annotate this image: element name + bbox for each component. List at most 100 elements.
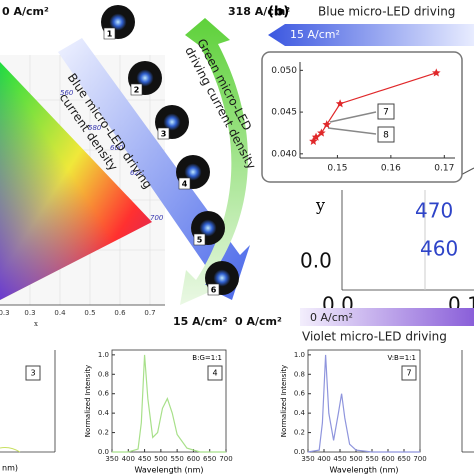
x-tick-label: 0.16: [381, 164, 401, 174]
x-tick-label: 450: [138, 455, 151, 463]
inset-tags: 7 8: [327, 103, 395, 143]
x-tick-label: 450: [333, 455, 346, 463]
current-label: 15 A/cm²: [173, 315, 228, 328]
partial-line: [0, 447, 21, 453]
x-axis-label: x: [34, 320, 38, 328]
x-tick-label: 700: [219, 455, 232, 463]
locus-label: 700: [150, 214, 164, 222]
led-tag-box: [157, 127, 170, 140]
tag-box: [377, 103, 395, 120]
led-tag-box: [207, 283, 220, 296]
locus-label: 620: [130, 169, 144, 177]
y-tick-label: 1.0: [98, 351, 109, 359]
x-tick-label: 400: [317, 455, 330, 463]
x-tick-label: 0.15: [327, 164, 347, 174]
green-arrow: [180, 18, 248, 305]
y-tick-label: 0.0: [98, 448, 109, 456]
locus-label: 580: [88, 124, 102, 132]
led-tag-box: [193, 233, 206, 246]
tag-arrow: [329, 111, 377, 123]
x-tick-label: 350: [105, 455, 118, 463]
marker: [335, 99, 345, 108]
x-tick-label: 500: [349, 455, 362, 463]
series-line: [112, 354, 226, 453]
locus-label: 600: [110, 144, 124, 152]
marker: [317, 128, 326, 137]
led-tag: 5: [197, 236, 203, 245]
y-axis-label: y: [315, 196, 325, 215]
x-tick-label: 0.5: [84, 309, 95, 317]
led-tag: 2: [134, 86, 140, 95]
led-images: 1 2 3 4 5 6: [101, 5, 239, 296]
wavelength-label: 470: [415, 199, 453, 223]
x-tick-label: 400: [122, 455, 135, 463]
x-axis-label: Wavelength (nm): [329, 466, 398, 474]
panel-tag-box: [25, 365, 41, 381]
locus-label: 560: [60, 89, 74, 97]
wavelength-label: 460: [420, 237, 458, 261]
x-tick-label: 600: [381, 455, 394, 463]
legend-label: B:G=1:1: [192, 354, 222, 362]
series-line: [307, 354, 420, 453]
panel-b: (b) Blue micro-LED driving 15 A/cm² y 0.…: [261, 5, 474, 344]
cie-panel: 560 580 600 620 700 0.3 0.3 0.4 0.5 0.6 …: [0, 5, 290, 328]
y-tick-label: 0.045: [271, 108, 297, 118]
led-tag: 3: [161, 130, 167, 139]
marker: [432, 68, 441, 77]
violet-footer: Violet micro-LED driving: [302, 330, 447, 344]
gamut-shade: [0, 62, 152, 300]
tag-arrow: [327, 127, 377, 135]
x-tick-label: 0.6: [114, 309, 126, 317]
panel-tag: 7: [406, 369, 411, 378]
x-tick-label: 700: [413, 455, 426, 463]
y-tick-label: 0.2: [98, 429, 109, 437]
blue-current: 15 A/cm²: [290, 28, 340, 41]
marker: [311, 132, 321, 141]
panel-label: (b): [268, 5, 289, 20]
y-tick-label: 0.050: [271, 66, 297, 76]
tag: 7: [383, 108, 389, 118]
x-tick-label: 650: [203, 455, 216, 463]
tag-box: [377, 126, 395, 143]
x-tick-label: 0.3: [24, 309, 35, 317]
inset-frame: [261, 51, 463, 183]
led-tag: 4: [182, 180, 188, 189]
plot-bg: [342, 190, 474, 290]
panel-tag-box: [401, 365, 417, 381]
x-tick-label: 600: [187, 455, 200, 463]
blue-header: Blue micro-LED driving: [318, 5, 455, 19]
x-tick-label: 0.17: [434, 164, 454, 174]
led-tag-box: [178, 177, 191, 190]
x-tick-label: 350: [301, 455, 314, 463]
y-tick-label: 0.2: [294, 429, 305, 437]
x-axis-label: Wavelength (nm): [134, 466, 203, 474]
led-tag: 6: [211, 286, 217, 295]
x-tick-label: 0.4: [54, 309, 66, 317]
blue-bar: [268, 24, 474, 46]
led-tag-box: [103, 27, 116, 40]
partial-panels: 3 nm): [0, 350, 474, 473]
x-axis-label: nm): [2, 464, 18, 473]
led-tag: 1: [107, 30, 113, 39]
plot-frame: [111, 349, 227, 453]
y-tick-label: 0.4: [294, 409, 306, 417]
x-tick-label: 500: [154, 455, 167, 463]
marker: [309, 136, 318, 145]
y-axis-label: Normalized Intensity: [84, 365, 92, 437]
panel-tag-box: [207, 365, 223, 381]
locus-labels: 560 580 600 620 700: [60, 89, 164, 222]
legend-label: V:B=1:1: [387, 354, 416, 362]
y-tick-label: 0.040: [271, 149, 297, 159]
led-tag-box: [130, 83, 143, 96]
current-labels: 0 A/cm² 318 A/cm² 15 A/cm² 0 A/cm²: [2, 5, 290, 328]
y-tick-label: 1.0: [294, 351, 305, 359]
y-tick-label: 0.0: [294, 448, 305, 456]
violet-bar: [300, 308, 474, 326]
x-tick-label: 650: [397, 455, 410, 463]
current-label: 0 A/cm²: [2, 5, 49, 18]
current-label: 318 A/cm²: [228, 5, 290, 18]
x-tick-label: 0.7: [144, 309, 155, 317]
current-label: 0 A/cm²: [235, 315, 282, 328]
x-tick-label: 0.3: [0, 309, 10, 317]
